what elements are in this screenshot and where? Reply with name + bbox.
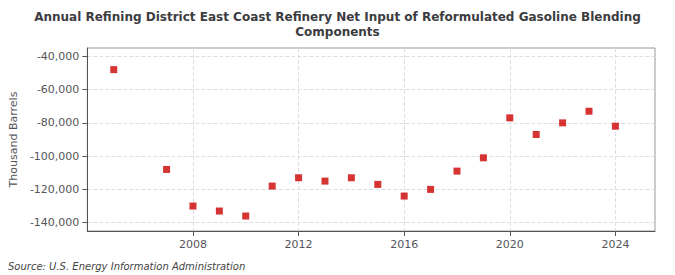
svg-text:-60,000: -60,000 — [37, 83, 79, 96]
svg-text:-100,000: -100,000 — [30, 150, 79, 163]
svg-text:-40,000: -40,000 — [37, 50, 79, 63]
svg-text:Annual Refining District East: Annual Refining District East Coast Refi… — [34, 10, 641, 24]
svg-text:2020: 2020 — [496, 238, 524, 251]
svg-text:Components: Components — [295, 25, 380, 39]
svg-text:2012: 2012 — [285, 238, 313, 251]
svg-text:-140,000: -140,000 — [30, 216, 79, 229]
svg-text:Source: U.S. Energy Informatio: Source: U.S. Energy Information Administ… — [8, 261, 245, 272]
svg-text:2016: 2016 — [390, 238, 418, 251]
svg-text:2024: 2024 — [601, 238, 629, 251]
svg-text:Thousand Barrels: Thousand Barrels — [7, 91, 20, 188]
svg-text:2008: 2008 — [179, 238, 207, 251]
svg-text:-80,000: -80,000 — [37, 116, 79, 129]
svg-text:-120,000: -120,000 — [30, 183, 79, 196]
